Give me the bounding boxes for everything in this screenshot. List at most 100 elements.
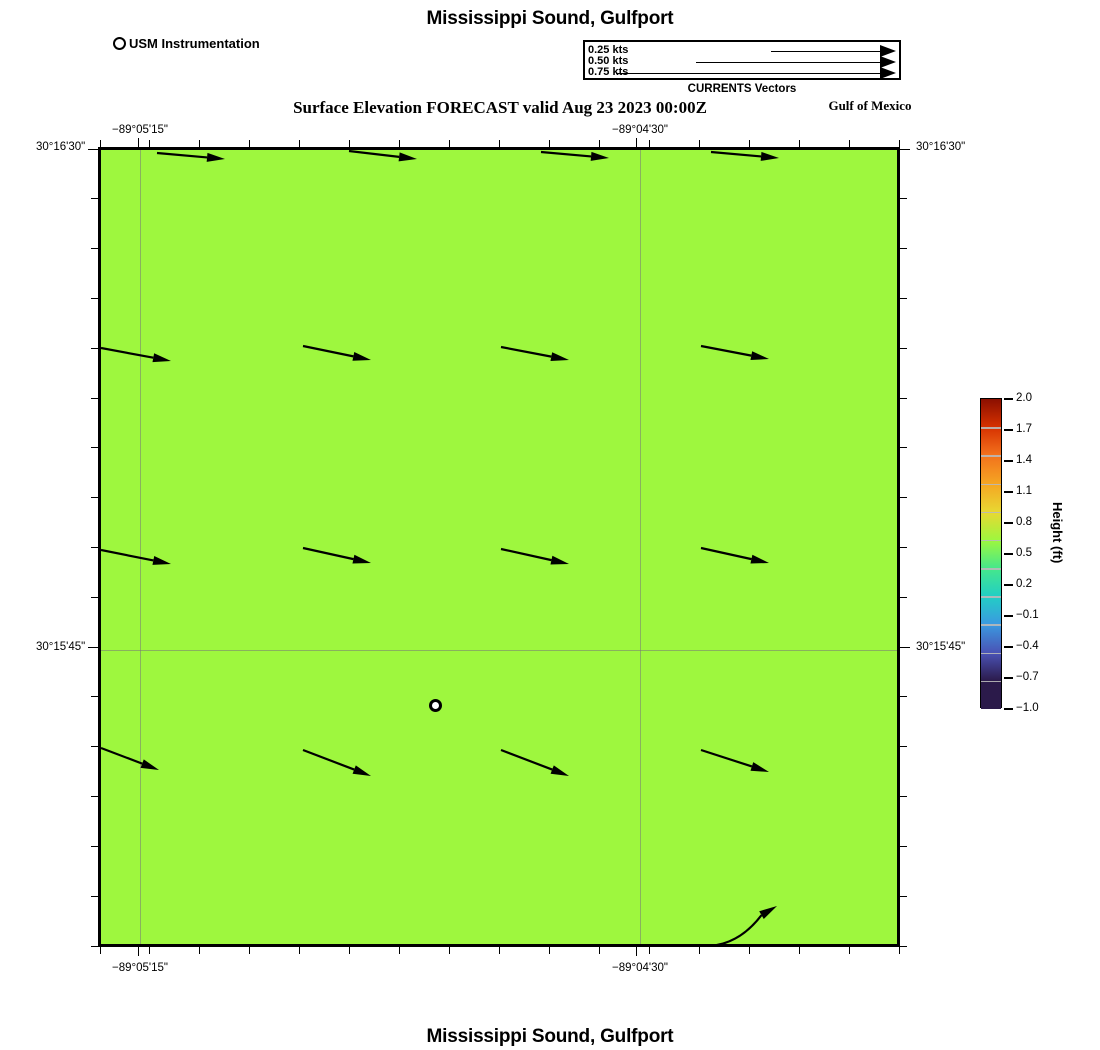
- x-tick-top: [898, 140, 900, 147]
- colorbar-separator: [981, 539, 1001, 542]
- colorbar-tick: [1004, 708, 1013, 710]
- colorbar-separator: [981, 596, 1001, 598]
- colorbar-segment: [981, 399, 1001, 428]
- y-tick-left: [91, 148, 98, 150]
- legend-arrow-head-icon: [880, 67, 896, 79]
- colorbar-tick-label: 0.2: [1016, 578, 1032, 590]
- legend-arrow-head-icon: [880, 56, 896, 68]
- colorbar-separator: [981, 511, 1001, 514]
- y-major-tick: [88, 646, 98, 648]
- x-tick-bottom: [648, 947, 650, 954]
- colorbar-tick-label: −1.0: [1016, 702, 1039, 714]
- x-tick-top: [449, 140, 451, 147]
- y-tick-right: [900, 447, 907, 449]
- map-canvas[interactable]: [98, 147, 900, 947]
- currents-legend-caption: CURRENTS Vectors: [687, 83, 797, 95]
- current-vector: [101, 548, 171, 565]
- x-tick-top: [249, 140, 251, 147]
- x-major-tick: [636, 138, 638, 147]
- usm-legend-label: USM Instrumentation: [129, 36, 260, 51]
- y-tick-left: [91, 347, 98, 349]
- x-tick-bottom: [848, 947, 850, 954]
- y-tick-right: [900, 596, 907, 598]
- y-tick-right: [900, 796, 907, 798]
- y-axis-label-right-1: 30°16'30": [916, 141, 966, 153]
- y-major-tick: [900, 646, 910, 648]
- colorbar-tick-label: 1.4: [1016, 454, 1032, 466]
- x-tick-top: [99, 140, 101, 147]
- colorbar-tick: [1004, 491, 1013, 493]
- surface-elevation-field: [101, 150, 897, 944]
- colorbar-tick-label: 1.7: [1016, 423, 1032, 435]
- current-vector: [302, 546, 371, 564]
- x-major-tick: [138, 138, 140, 147]
- y-tick-right: [900, 547, 907, 548]
- colorbar-separator: [981, 427, 1001, 429]
- y-tick-left: [91, 248, 98, 250]
- current-vector: [500, 547, 569, 565]
- colorbar-separator: [981, 483, 1001, 486]
- y-tick-right: [900, 297, 907, 299]
- x-tick-bottom: [349, 947, 351, 954]
- page-footer-title: Mississippi Sound, Gulfport: [426, 1026, 674, 1047]
- current-vector: [500, 748, 569, 776]
- legend-row-025: 0.25 kts: [585, 44, 899, 57]
- y-major-tick: [88, 148, 98, 150]
- y-tick-left: [91, 746, 98, 748]
- y-tick-left: [91, 796, 98, 798]
- legend-arrow-shaft: [616, 73, 881, 74]
- colorbar-tick: [1004, 522, 1013, 524]
- x-tick-top: [698, 140, 700, 147]
- colorbar-tick-label: −0.1: [1016, 609, 1039, 621]
- colorbar-segment: [981, 483, 1001, 512]
- x-tick-bottom: [249, 947, 251, 954]
- usm-station-marker[interactable]: [429, 698, 443, 712]
- colorbar-tick: [1004, 398, 1013, 400]
- current-vector: [302, 748, 371, 776]
- y-tick-left: [91, 397, 98, 399]
- y-tick-left: [91, 596, 98, 598]
- y-axis-label-left-2: 30°15'45": [36, 641, 86, 653]
- colorbar-segment: [981, 539, 1001, 569]
- y-tick-left: [91, 845, 98, 847]
- x-major-tick: [636, 947, 638, 956]
- y-tick-right: [900, 148, 907, 150]
- legend-row-050: 0.50 kts: [585, 55, 899, 68]
- open-circle-icon: [113, 37, 126, 50]
- x-tick-bottom: [748, 947, 750, 954]
- x-axis-label-bottom-1: −89°05'15": [112, 962, 168, 974]
- y-tick-left: [91, 646, 98, 648]
- current-vector: [348, 150, 417, 162]
- y-tick-right: [900, 895, 907, 897]
- gridline-vertical: [140, 150, 141, 944]
- current-vector: [700, 546, 769, 564]
- x-tick-top: [149, 140, 151, 147]
- colorbar: Height (ft) 2.0 1.7 1.4 1.1 0.8 0.5 0.2 −0.1 −0.…: [968, 392, 1088, 722]
- y-tick-right: [900, 746, 907, 748]
- usm-instrumentation-legend: USM Instrumentation: [113, 36, 260, 51]
- x-tick-bottom: [449, 947, 451, 954]
- y-tick-left: [91, 447, 98, 449]
- colorbar-segment: [981, 624, 1001, 653]
- colorbar-separator: [981, 568, 1001, 570]
- colorbar-axis-title: Height (ft): [1050, 502, 1065, 564]
- x-tick-top: [548, 140, 550, 147]
- colorbar-tick: [1004, 460, 1013, 462]
- current-vector: [156, 151, 225, 162]
- colorbar-separator: [981, 624, 1001, 626]
- y-tick-left: [91, 945, 98, 947]
- colorbar-gradient: [980, 398, 1002, 709]
- x-tick-bottom: [299, 947, 301, 954]
- x-tick-bottom: [798, 947, 800, 954]
- colorbar-tick: [1004, 615, 1013, 617]
- colorbar-separator: [981, 652, 1001, 655]
- legend-label-025: 0.25 kts: [588, 44, 629, 56]
- x-tick-bottom: [199, 947, 201, 954]
- colorbar-tick-label: −0.4: [1016, 640, 1039, 652]
- page-title: Mississippi Sound, Gulfport: [426, 8, 674, 29]
- x-tick-bottom: [149, 947, 151, 954]
- x-tick-top: [798, 140, 800, 147]
- gridline-horizontal: [101, 650, 897, 651]
- x-tick-top: [648, 140, 650, 147]
- x-axis-label-top-2: −89°04'30": [612, 124, 668, 136]
